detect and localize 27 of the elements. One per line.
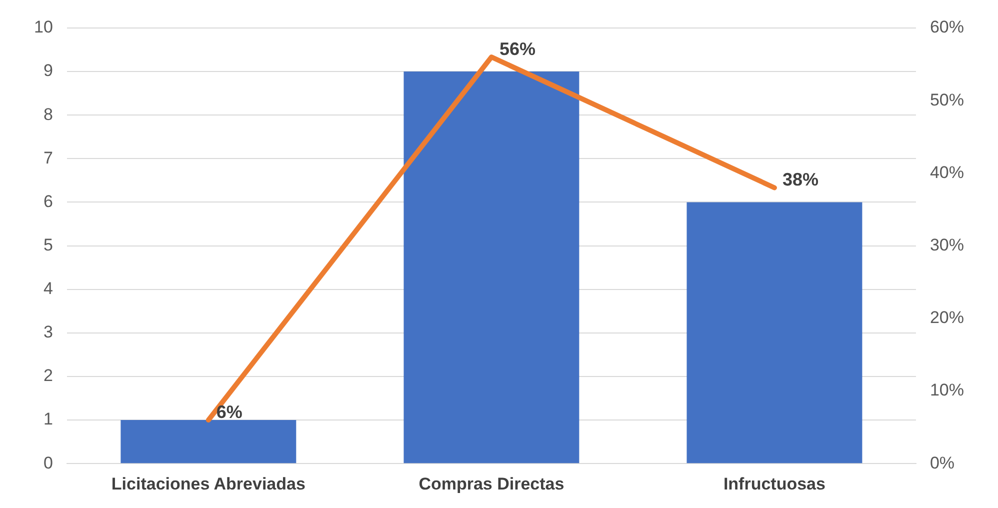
bar: [686, 202, 862, 464]
y2-tick-label: 20%: [930, 308, 964, 328]
y2-tick-label: 40%: [930, 162, 964, 182]
y-tick-label: 7: [43, 148, 53, 168]
bar: [404, 72, 580, 464]
y-tick-label: 3: [43, 322, 53, 342]
x-tick-label: Infructuosas: [723, 474, 826, 494]
y-tick-label: 4: [43, 279, 53, 298]
y-tick-label: 0: [43, 453, 53, 472]
y-tick-label: 2: [43, 366, 53, 386]
x-tick-label: Compras Directas: [418, 474, 564, 494]
x-tick-label: Licitaciones Abreviadas: [111, 474, 306, 494]
data-label: 6%: [216, 402, 242, 422]
y-tick-label: 8: [43, 104, 53, 124]
y2-tick-label: 30%: [930, 235, 964, 254]
y-tick-label: 6: [43, 192, 53, 211]
y-tick-label: 10: [34, 18, 53, 37]
y-tick-label: 1: [43, 410, 53, 429]
y2-tick-label: 50%: [930, 90, 964, 110]
bar: [120, 420, 296, 464]
data-label: 56%: [499, 39, 536, 60]
y2-tick-label: 60%: [930, 18, 964, 37]
y2-tick-label: 10%: [930, 380, 964, 400]
data-label: 38%: [782, 170, 818, 190]
y-tick-label: 9: [43, 61, 53, 80]
y-tick-label: 5: [43, 235, 53, 254]
y2-tick-label: 0%: [930, 453, 955, 472]
